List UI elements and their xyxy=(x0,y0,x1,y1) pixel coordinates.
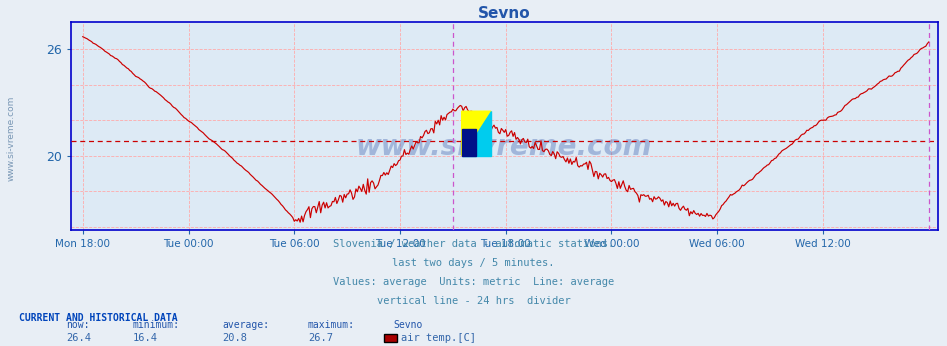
Text: 26.7: 26.7 xyxy=(308,333,332,343)
Text: Slovenia / weather data - automatic stations.: Slovenia / weather data - automatic stat… xyxy=(333,239,614,249)
Text: vertical line - 24 hrs  divider: vertical line - 24 hrs divider xyxy=(377,296,570,306)
Text: www.si-vreme.com: www.si-vreme.com xyxy=(7,96,16,181)
Text: now:: now: xyxy=(66,320,90,330)
Text: minimum:: minimum: xyxy=(133,320,180,330)
Polygon shape xyxy=(462,111,491,156)
Title: Sevno: Sevno xyxy=(478,6,530,21)
Text: 26.4: 26.4 xyxy=(66,333,91,343)
Text: maximum:: maximum: xyxy=(308,320,355,330)
Text: last two days / 5 minutes.: last two days / 5 minutes. xyxy=(392,258,555,268)
Text: Values: average  Units: metric  Line: average: Values: average Units: metric Line: aver… xyxy=(333,277,614,288)
Text: www.si-vreme.com: www.si-vreme.com xyxy=(356,133,652,161)
Text: CURRENT AND HISTORICAL DATA: CURRENT AND HISTORICAL DATA xyxy=(19,313,178,323)
Text: 16.4: 16.4 xyxy=(133,333,157,343)
Text: 20.8: 20.8 xyxy=(223,333,247,343)
Polygon shape xyxy=(462,129,476,156)
Text: Sevno: Sevno xyxy=(393,320,422,330)
Polygon shape xyxy=(462,111,491,156)
Text: air temp.[C]: air temp.[C] xyxy=(401,333,475,343)
Text: average:: average: xyxy=(223,320,270,330)
